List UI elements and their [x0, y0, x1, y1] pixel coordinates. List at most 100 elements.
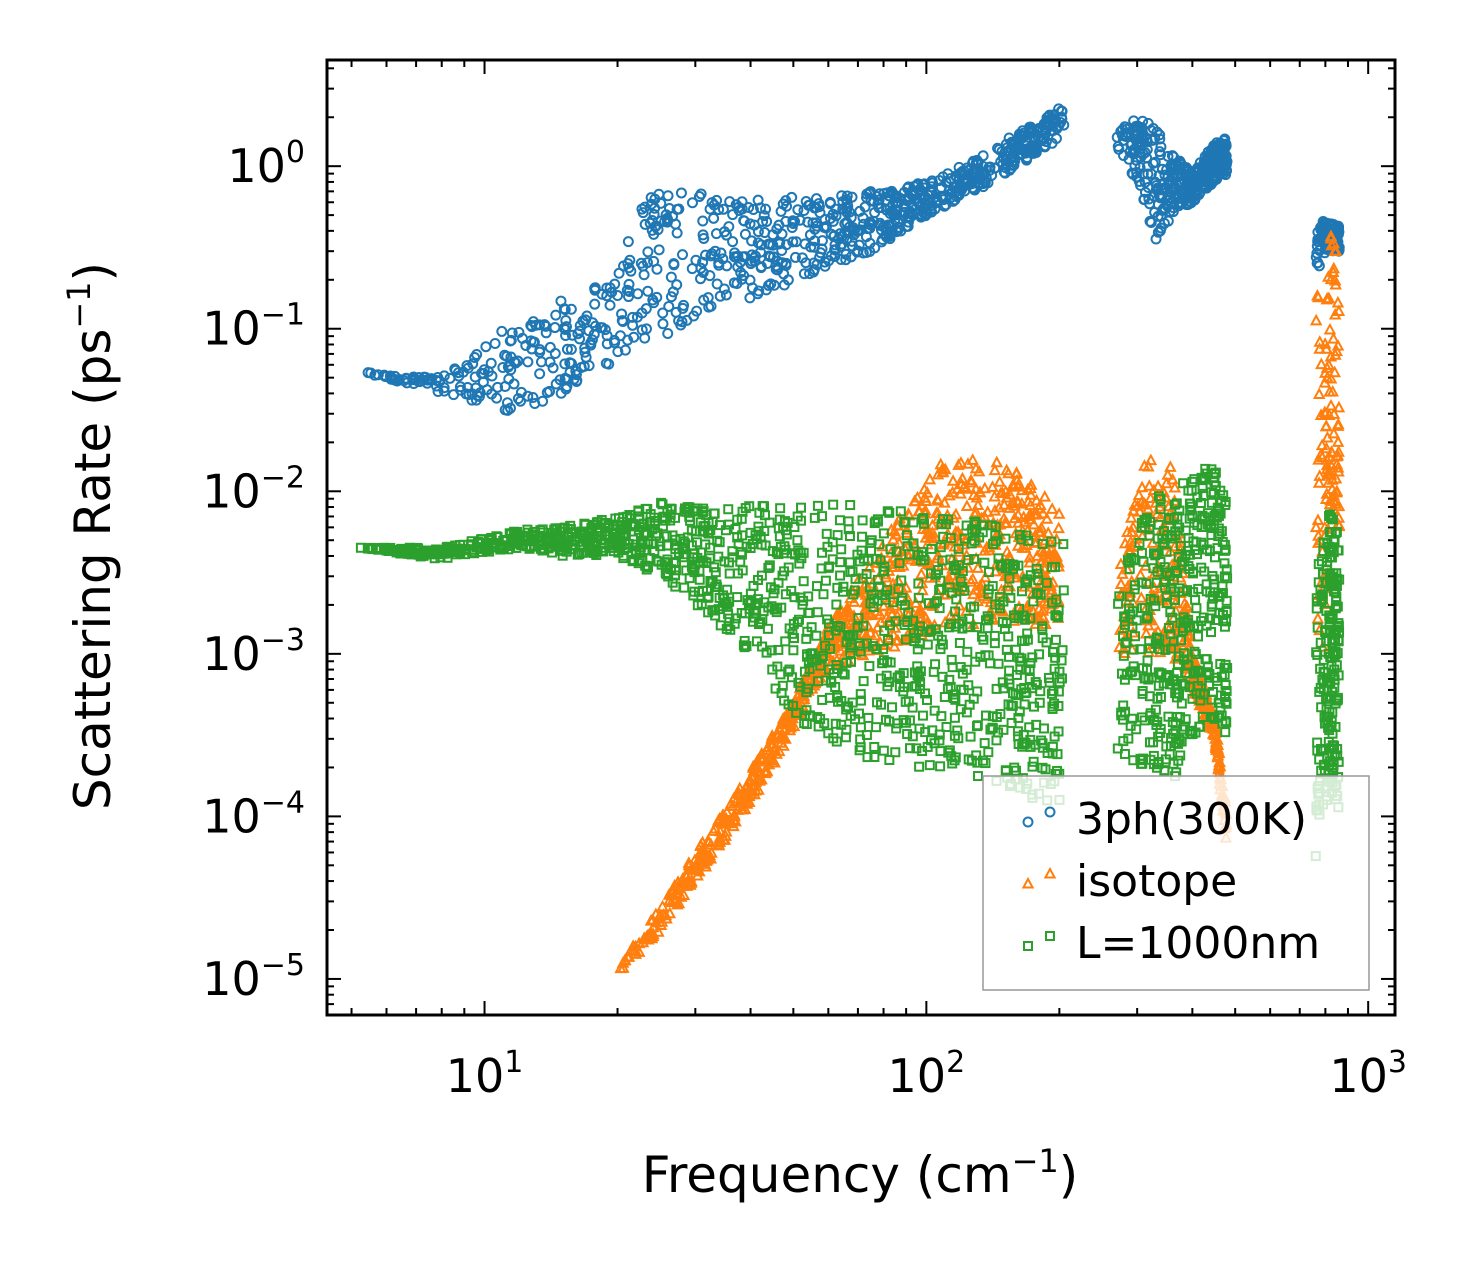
data-point [879, 570, 893, 583]
data-point [614, 330, 626, 342]
data-point [1027, 517, 1041, 530]
data-point [588, 328, 600, 340]
data-point [1142, 168, 1154, 180]
data-point [956, 471, 969, 484]
data-point [761, 216, 773, 228]
data-point [637, 207, 649, 219]
data-point [662, 190, 674, 202]
data-point [544, 356, 556, 368]
data-point [676, 879, 690, 891]
data-point [917, 179, 929, 191]
data-point [953, 189, 965, 201]
data-point [1142, 117, 1154, 129]
data-point [627, 311, 639, 323]
data-point [859, 602, 872, 614]
data-point [739, 228, 751, 240]
data-point [1160, 476, 1173, 489]
data-point [1052, 507, 1066, 519]
data-point [662, 327, 674, 339]
data-point [560, 330, 572, 342]
data-point [745, 258, 757, 270]
data-point [965, 475, 978, 488]
data-point [432, 386, 444, 398]
data-point [720, 824, 733, 837]
data-point [1000, 490, 1013, 503]
data-point [807, 217, 819, 229]
data-point [824, 196, 836, 208]
data-point [938, 200, 950, 212]
data-point [1051, 122, 1063, 134]
data-point [1039, 569, 1053, 582]
data-point [821, 623, 835, 636]
data-point [766, 737, 779, 749]
data-point [559, 372, 571, 384]
data-point [779, 732, 792, 744]
data-point [652, 925, 665, 937]
data-point [811, 259, 823, 271]
data-point [669, 218, 681, 230]
data-point [840, 254, 852, 266]
data-point [570, 369, 582, 381]
data-point [1052, 521, 1065, 534]
data-point [698, 232, 710, 244]
data-point [1014, 130, 1026, 142]
data-point [903, 600, 917, 613]
data-point [637, 931, 651, 943]
data-point [969, 505, 983, 518]
data-point [767, 755, 780, 768]
data-point [891, 609, 904, 621]
data-point [631, 311, 643, 323]
data-point [968, 166, 980, 178]
data-point [438, 385, 450, 397]
data-point [1127, 147, 1139, 159]
data-point [840, 602, 854, 614]
data-point [786, 191, 798, 203]
data-point [936, 461, 949, 474]
data-point [978, 166, 990, 178]
data-point [921, 208, 933, 220]
data-point [967, 587, 980, 600]
data-point [978, 544, 991, 556]
data-point [623, 291, 635, 303]
data-point [780, 215, 792, 227]
data-point [628, 943, 642, 956]
data-point [1121, 123, 1133, 135]
data-point [960, 482, 973, 494]
data-point [1024, 478, 1038, 490]
data-point [1151, 126, 1163, 138]
data-point [1028, 132, 1040, 144]
data-point [1002, 466, 1015, 479]
data-point [794, 214, 806, 226]
data-point [874, 219, 886, 231]
data-point [635, 257, 647, 269]
data-point [1031, 610, 1045, 622]
data-point [1011, 516, 1025, 528]
data-point [665, 271, 677, 283]
data-point [1193, 171, 1205, 183]
data-point [1150, 233, 1162, 245]
data-point [851, 246, 863, 258]
data-point [1016, 541, 1029, 553]
data-point [414, 376, 426, 388]
data-point [1213, 755, 1226, 768]
data-point [504, 402, 516, 414]
data-point [499, 404, 511, 416]
data-point [914, 197, 926, 209]
data-point [705, 846, 718, 858]
data-point [1144, 491, 1157, 504]
data-point [727, 819, 740, 832]
data-point [738, 215, 750, 227]
data-point [864, 626, 877, 638]
data-point [835, 253, 847, 265]
data-point [795, 687, 809, 700]
data-point [1174, 196, 1186, 208]
data-point [492, 381, 504, 393]
data-point [755, 202, 767, 214]
data-point [828, 230, 840, 242]
data-point [1031, 581, 1044, 594]
data-point [679, 867, 693, 880]
data-point [951, 171, 963, 183]
data-point [452, 367, 464, 379]
data-point [774, 729, 787, 742]
data-point [759, 754, 772, 767]
